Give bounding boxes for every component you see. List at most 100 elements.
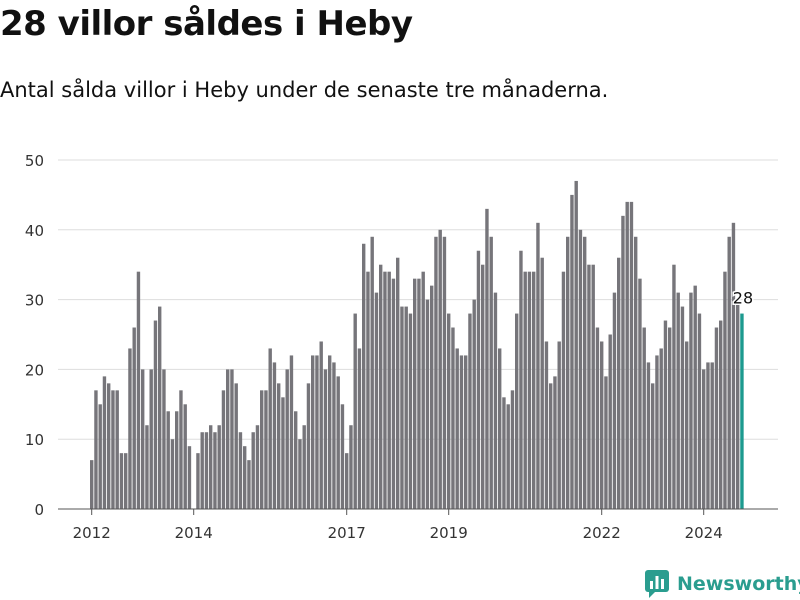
bar — [676, 292, 680, 509]
bar — [536, 222, 540, 509]
bar — [532, 271, 536, 509]
bar — [464, 355, 468, 509]
bar — [693, 285, 697, 509]
bar — [404, 306, 408, 509]
bar — [145, 425, 149, 509]
bar — [226, 369, 230, 509]
bars — [90, 180, 744, 510]
annotations: 28 — [731, 287, 754, 309]
bar — [306, 383, 311, 509]
bar — [710, 362, 714, 509]
bar — [94, 390, 98, 509]
bar — [107, 383, 111, 509]
bar — [141, 369, 145, 509]
bar — [481, 264, 485, 509]
bar — [544, 341, 549, 509]
x-tick-label-2019: 2019 — [430, 524, 468, 542]
y-tick-label-0: 0 — [34, 501, 44, 519]
bar — [362, 243, 366, 509]
bar — [727, 236, 731, 509]
bar — [421, 271, 425, 509]
bar — [570, 194, 574, 509]
bar — [634, 236, 638, 509]
bar — [680, 306, 685, 509]
bar — [315, 355, 319, 509]
newsworthy-logo-icon — [645, 570, 669, 598]
bar — [600, 341, 604, 509]
bar — [353, 313, 357, 509]
bar — [187, 446, 192, 509]
bar — [179, 390, 183, 509]
bar — [702, 369, 706, 509]
bar — [476, 250, 481, 510]
bar — [124, 453, 128, 509]
bar — [685, 341, 689, 509]
bar-highlight — [740, 313, 744, 509]
bar — [200, 432, 204, 509]
bar — [238, 432, 243, 509]
bar — [668, 327, 672, 509]
bar — [672, 264, 676, 509]
bar — [111, 390, 115, 509]
bar — [706, 362, 710, 509]
bar — [234, 383, 238, 509]
bar — [659, 348, 663, 509]
bar — [349, 425, 353, 509]
bar — [260, 390, 264, 509]
bar — [158, 306, 162, 509]
bar — [204, 432, 209, 509]
brand: Newsworthy — [645, 570, 800, 598]
bar — [519, 250, 523, 510]
chart-title: 28 villor såldes i Heby — [0, 4, 413, 44]
bar — [336, 376, 340, 509]
bar — [183, 404, 187, 509]
bar — [540, 257, 544, 509]
bar — [98, 404, 102, 509]
bar — [332, 362, 336, 509]
bar — [277, 383, 281, 509]
bar — [311, 355, 315, 509]
y-tick-label-20: 20 — [25, 361, 44, 379]
bar — [493, 292, 498, 509]
bar — [719, 320, 723, 509]
bar — [714, 327, 719, 509]
bar — [243, 446, 247, 509]
bar — [417, 278, 421, 509]
bar — [604, 376, 608, 509]
bar — [383, 271, 387, 509]
bar — [608, 334, 612, 509]
bar — [272, 362, 277, 509]
bar — [553, 376, 557, 509]
bar — [217, 425, 221, 509]
bar — [442, 236, 447, 509]
bar — [230, 369, 234, 509]
bar — [642, 327, 646, 509]
bar — [400, 306, 404, 509]
bar — [591, 264, 595, 509]
bar — [612, 292, 617, 509]
bar — [621, 215, 625, 509]
bar — [510, 390, 515, 509]
bar-chart: 0 10 20 30 40 50 2012 2014 2017 2019 2022 2024 28 — [25, 152, 778, 542]
x-tick-label-2012: 2012 — [73, 524, 111, 542]
bar — [578, 229, 583, 510]
bar — [374, 292, 379, 509]
bar — [366, 271, 370, 509]
annotation-label: 28 — [733, 289, 753, 308]
bar — [319, 341, 323, 509]
bar — [736, 299, 740, 509]
bar — [689, 292, 693, 509]
bar — [298, 439, 302, 509]
y-tick-label-10: 10 — [25, 431, 44, 449]
bar — [281, 397, 285, 509]
bar — [391, 278, 396, 509]
bar — [209, 425, 213, 509]
bar — [472, 299, 476, 509]
bar — [425, 299, 430, 509]
bar — [396, 257, 400, 509]
bar — [153, 320, 158, 509]
bar — [638, 278, 642, 509]
bar — [523, 271, 527, 509]
chart-subtitle: Antal sålda villor i Heby under de senas… — [0, 78, 609, 102]
bar — [387, 271, 391, 509]
